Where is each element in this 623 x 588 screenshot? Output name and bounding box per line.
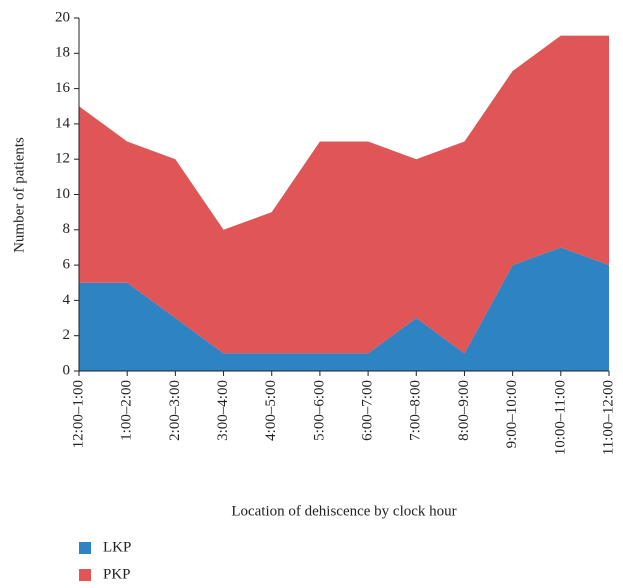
y-tick-label: 8 — [63, 221, 71, 237]
y-tick-label: 18 — [55, 45, 70, 61]
x-tick-label: 3:00–4:00 — [215, 380, 231, 441]
y-tick-label: 20 — [55, 9, 70, 25]
legend-swatch — [79, 542, 91, 554]
x-tick-label: 5:00–6:00 — [311, 380, 327, 441]
x-tick-label: 10:00–11:00 — [552, 380, 568, 455]
x-tick-label: 12:00–1:00 — [70, 380, 86, 448]
legend-label: LKP — [103, 539, 131, 555]
x-tick-label: 11:00–12:00 — [600, 380, 616, 455]
y-tick-label: 14 — [55, 115, 71, 131]
x-tick-label: 8:00–9:00 — [456, 380, 472, 441]
y-tick-label: 4 — [63, 292, 71, 308]
legend-label: PKP — [103, 566, 131, 582]
y-tick-label: 12 — [55, 151, 70, 167]
y-tick-label: 6 — [63, 257, 71, 273]
x-tick-label: 6:00–7:00 — [360, 380, 376, 441]
y-tick-label: 2 — [63, 327, 71, 343]
y-tick-label: 0 — [63, 362, 71, 378]
y-tick-label: 16 — [55, 80, 71, 96]
legend-swatch — [79, 569, 91, 581]
y-tick-label: 10 — [55, 186, 70, 202]
x-tick-label: 7:00–8:00 — [408, 380, 424, 441]
x-tick-label: 1:00–2:00 — [119, 380, 135, 441]
x-tick-label: 9:00–10:00 — [504, 380, 520, 448]
x-axis-title: Location of dehiscence by clock hour — [231, 503, 456, 519]
area — [79, 247, 609, 371]
x-tick-label: 2:00–3:00 — [167, 380, 183, 441]
x-tick-label: 4:00–5:00 — [263, 380, 279, 441]
y-axis-title: Number of patients — [11, 137, 27, 253]
area — [79, 35, 609, 354]
